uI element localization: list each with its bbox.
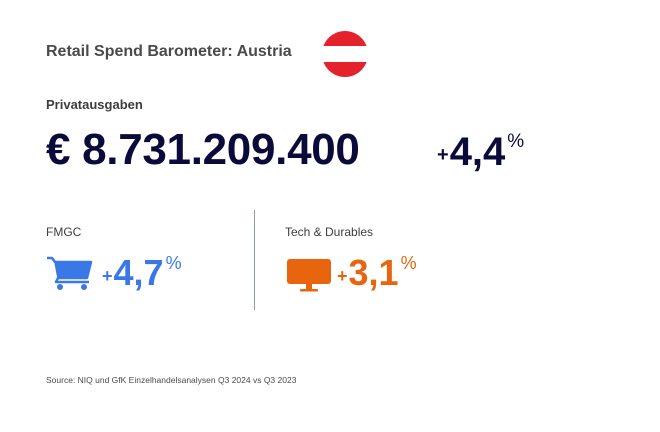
private-spending-amount: € 8.731.209.400: [46, 125, 360, 174]
tech-durables-change: +3,1%: [337, 252, 417, 294]
tech-durables-label: Tech & Durables: [285, 225, 374, 239]
change-value: 4,4: [449, 130, 506, 174]
fmgc-change-sign: +: [102, 266, 113, 286]
change-unit: %: [507, 131, 525, 152]
fmgc-change-unit: %: [165, 253, 182, 273]
tech-durables-change-unit: %: [400, 253, 417, 273]
shopping-cart-icon: [46, 256, 94, 292]
private-spending-label: Privatausgaben: [46, 97, 143, 112]
private-spending-change: +4,4%: [437, 128, 524, 176]
page-title: Retail Spend Barometer: Austria: [46, 43, 292, 60]
fmgc-change-value: 4,7: [113, 252, 164, 293]
divider: [254, 210, 255, 310]
monitor-icon: [286, 258, 334, 294]
austria-flag-icon: [322, 31, 368, 77]
tech-durables-change-value: 3,1: [348, 252, 399, 293]
change-sign: +: [437, 144, 449, 166]
fmgc-change: +4,7%: [102, 252, 182, 294]
fmgc-label: FMGC: [46, 225, 82, 239]
source-note: Source: NIQ und GfK Einzelhandelsanalyse…: [46, 375, 297, 385]
tech-durables-change-sign: +: [337, 266, 348, 286]
